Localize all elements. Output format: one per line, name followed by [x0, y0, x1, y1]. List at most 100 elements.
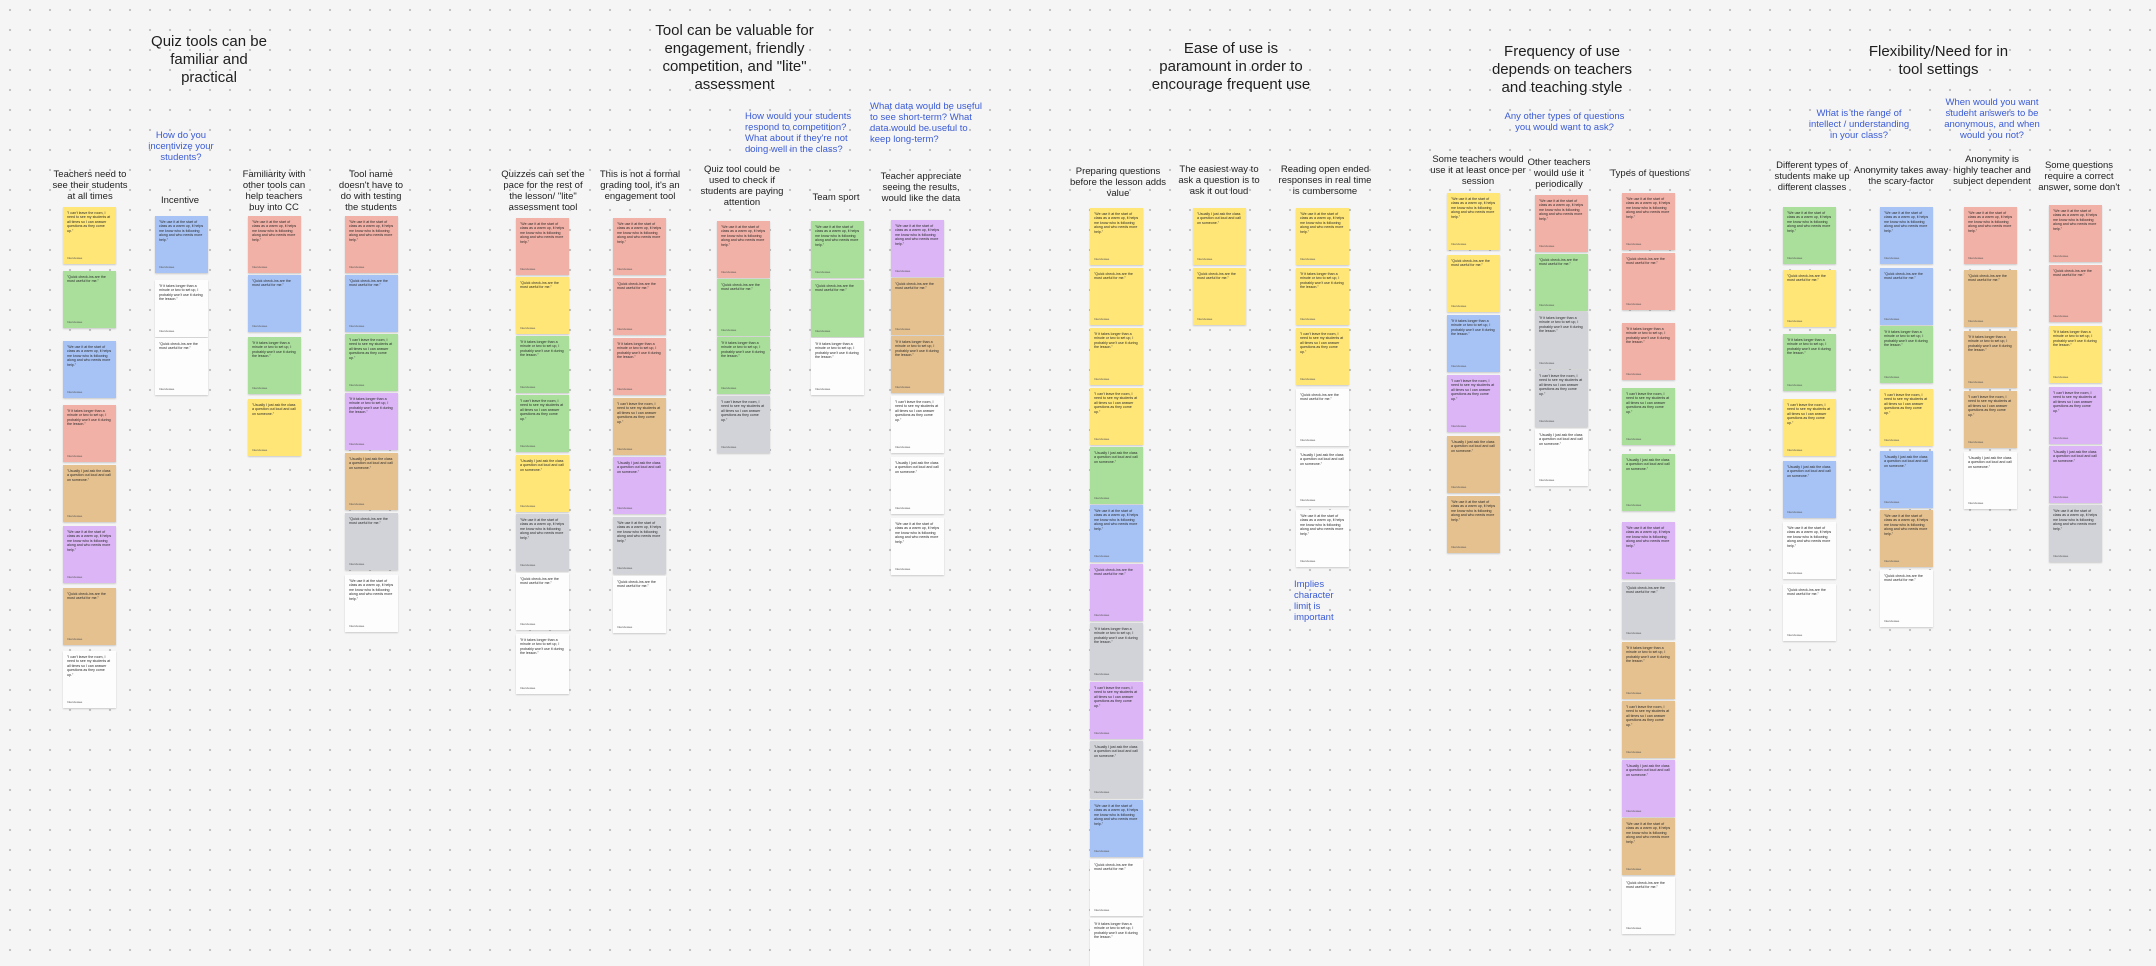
- sticky-note[interactable]: "I can't leave the room, I need to see m…: [345, 334, 398, 391]
- sticky-note[interactable]: "If it takes longer than a minute or two…: [1090, 623, 1143, 680]
- sticky-note[interactable]: "We use it at the start of class as a wa…: [1622, 818, 1675, 875]
- sticky-note[interactable]: "Quick check-ins are the most useful for…: [1622, 877, 1675, 934]
- sticky-note[interactable]: "I can't leave the room, I need to see m…: [63, 207, 116, 264]
- sticky-note[interactable]: "We use it at the start of class as a wa…: [1447, 496, 1500, 553]
- sticky-note[interactable]: "I can't leave the room, I need to see m…: [1783, 399, 1836, 456]
- sticky-note[interactable]: "We use it at the start of class as a wa…: [1090, 208, 1143, 265]
- sticky-note[interactable]: "If it takes longer than a minute or two…: [248, 337, 301, 394]
- sticky-note[interactable]: "If it takes longer than a minute or two…: [1296, 268, 1349, 325]
- sticky-note[interactable]: "We use it at the start of class as a wa…: [516, 218, 569, 275]
- sticky-note[interactable]: "We use it at the start of class as a wa…: [345, 575, 398, 632]
- sticky-note[interactable]: "We use it at the start of class as a wa…: [1964, 207, 2017, 264]
- sticky-note[interactable]: "Quick check-ins are the most useful for…: [1535, 254, 1588, 311]
- sticky-note[interactable]: "If it takes longer than a minute or two…: [1880, 326, 1933, 383]
- sticky-note[interactable]: "We use it at the start of class as a wa…: [248, 216, 301, 273]
- sticky-note[interactable]: "Usually I just ask the class a question…: [1622, 454, 1675, 511]
- sticky-note[interactable]: "Usually I just ask the class a question…: [1090, 741, 1143, 798]
- sticky-note[interactable]: "I can't leave the room, I need to see m…: [1622, 701, 1675, 758]
- sticky-note[interactable]: "We use it at the start of class as a wa…: [1535, 195, 1588, 252]
- sticky-note[interactable]: "We use it at the start of class as a wa…: [1090, 800, 1143, 857]
- sticky-note[interactable]: "Usually I just ask the class a question…: [63, 465, 116, 522]
- sticky-note[interactable]: "We use it at the start of class as a wa…: [155, 216, 208, 273]
- sticky-note[interactable]: "If it takes longer than a minute or two…: [717, 337, 770, 394]
- sticky-note[interactable]: "I can't leave the room, I need to see m…: [63, 651, 116, 708]
- sticky-note[interactable]: "Quick check-ins are the most useful for…: [248, 275, 301, 332]
- sticky-note[interactable]: "Usually I just ask the class a question…: [1622, 760, 1675, 817]
- sticky-note[interactable]: "We use it at the start of class as a wa…: [1447, 193, 1500, 250]
- sticky-note[interactable]: "I can't leave the room, I need to see m…: [717, 396, 770, 453]
- sticky-note[interactable]: "We use it at the start of class as a wa…: [1090, 505, 1143, 562]
- sticky-note[interactable]: "Usually I just ask the class a question…: [2049, 446, 2102, 503]
- sticky-note[interactable]: "We use it at the start of class as a wa…: [1296, 510, 1349, 567]
- sticky-note[interactable]: "We use it at the start of class as a wa…: [1622, 193, 1675, 250]
- sticky-note[interactable]: "Quick check-ins are the most useful for…: [345, 513, 398, 570]
- sticky-note[interactable]: "If it takes longer than a minute or two…: [613, 338, 666, 395]
- sticky-note[interactable]: "We use it at the start of class as a wa…: [345, 216, 398, 273]
- sticky-note[interactable]: "I can't leave the room, I need to see m…: [1535, 370, 1588, 427]
- sticky-note[interactable]: "Quick check-ins are the most useful for…: [1090, 859, 1143, 916]
- sticky-note[interactable]: "If it takes longer than a minute or two…: [1535, 312, 1588, 369]
- sticky-note[interactable]: "If it takes longer than a minute or two…: [63, 405, 116, 462]
- sticky-note[interactable]: "Usually I just ask the class a question…: [1193, 208, 1246, 265]
- sticky-note[interactable]: "We use it at the start of class as a wa…: [2049, 205, 2102, 262]
- sticky-note[interactable]: "Quick check-ins are the most useful for…: [613, 278, 666, 335]
- sticky-note[interactable]: "Quick check-ins are the most useful for…: [1964, 270, 2017, 327]
- sticky-note[interactable]: "If it takes longer than a minute or two…: [155, 280, 208, 337]
- sticky-note[interactable]: "Usually I just ask the class a question…: [1964, 452, 2017, 509]
- sticky-note[interactable]: "If it takes longer than a minute or two…: [2049, 326, 2102, 383]
- sticky-note[interactable]: "Quick check-ins are the most useful for…: [345, 275, 398, 332]
- sticky-note[interactable]: "We use it at the start of class as a wa…: [891, 220, 944, 277]
- sticky-note[interactable]: "I can't leave the room, I need to see m…: [1296, 328, 1349, 385]
- sticky-note[interactable]: "I can't leave the room, I need to see m…: [516, 395, 569, 452]
- sticky-note[interactable]: "I can't leave the room, I need to see m…: [1880, 389, 1933, 446]
- sticky-note[interactable]: "If it takes longer than a minute or two…: [891, 336, 944, 393]
- sticky-note[interactable]: "We use it at the start of class as a wa…: [1880, 207, 1933, 264]
- sticky-note[interactable]: "If it takes longer than a minute or two…: [345, 393, 398, 450]
- sticky-note[interactable]: "We use it at the start of class as a wa…: [613, 218, 666, 275]
- sticky-note[interactable]: "We use it at the start of class as a wa…: [1296, 208, 1349, 265]
- sticky-note[interactable]: "I can't leave the room, I need to see m…: [1447, 375, 1500, 432]
- sticky-note[interactable]: "Usually I just ask the class a question…: [1880, 451, 1933, 508]
- sticky-note[interactable]: "I can't leave the room, I need to see m…: [1090, 682, 1143, 739]
- sticky-note[interactable]: "We use it at the start of class as a wa…: [1783, 522, 1836, 579]
- sticky-note[interactable]: "Usually I just ask the class a question…: [1783, 461, 1836, 518]
- sticky-note[interactable]: "Usually I just ask the class a question…: [1447, 436, 1500, 493]
- sticky-note[interactable]: "Usually I just ask the class a question…: [1090, 447, 1143, 504]
- sticky-note[interactable]: "Quick check-ins are the most useful for…: [155, 338, 208, 395]
- sticky-note[interactable]: "I can't leave the room, I need to see m…: [1964, 391, 2017, 448]
- sticky-note[interactable]: "Quick check-ins are the most useful for…: [63, 271, 116, 328]
- sticky-note[interactable]: "Quick check-ins are the most useful for…: [1447, 255, 1500, 312]
- sticky-note[interactable]: "We use it at the start of class as a wa…: [717, 221, 770, 278]
- sticky-note[interactable]: "If it takes longer than a minute or two…: [1622, 323, 1675, 380]
- sticky-note[interactable]: "If it takes longer than a minute or two…: [811, 338, 864, 395]
- sticky-note[interactable]: "We use it at the start of class as a wa…: [63, 341, 116, 398]
- sticky-note[interactable]: "We use it at the start of class as a wa…: [811, 221, 864, 278]
- sticky-note[interactable]: "I can't leave the room, I need to see m…: [1622, 388, 1675, 445]
- sticky-note[interactable]: "If it takes longer than a minute or two…: [1090, 328, 1143, 385]
- sticky-note[interactable]: "Quick check-ins are the most useful for…: [1090, 268, 1143, 325]
- sticky-note[interactable]: "I can't leave the room, I need to see m…: [2049, 387, 2102, 444]
- sticky-note[interactable]: "Quick check-ins are the most useful for…: [1783, 584, 1836, 641]
- sticky-note[interactable]: "Quick check-ins are the most useful for…: [811, 280, 864, 337]
- sticky-note[interactable]: "Usually I just ask the class a question…: [516, 455, 569, 512]
- sticky-note[interactable]: "We use it at the start of class as a wa…: [516, 514, 569, 571]
- sticky-note[interactable]: "I can't leave the room, I need to see m…: [1090, 388, 1143, 445]
- sticky-note[interactable]: "Usually I just ask the class a question…: [345, 453, 398, 510]
- sticky-note[interactable]: "We use it at the start of class as a wa…: [63, 526, 116, 583]
- sticky-note[interactable]: "Usually I just ask the class a question…: [891, 457, 944, 514]
- sticky-note[interactable]: "If it takes longer than a minute or two…: [1447, 315, 1500, 372]
- sticky-note[interactable]: "Quick check-ins are the most useful for…: [1622, 582, 1675, 639]
- sticky-note[interactable]: "If it takes longer than a minute or two…: [1783, 334, 1836, 391]
- sticky-note[interactable]: "If it takes longer than a minute or two…: [516, 634, 569, 694]
- sticky-note[interactable]: "Quick check-ins are the most useful for…: [1880, 570, 1933, 627]
- sticky-note[interactable]: "Usually I just ask the class a question…: [613, 457, 666, 514]
- sticky-note[interactable]: "Quick check-ins are the most useful for…: [1090, 564, 1143, 621]
- sticky-note[interactable]: "Quick check-ins are the most useful for…: [1193, 268, 1246, 325]
- sticky-note[interactable]: "Quick check-ins are the most useful for…: [1622, 253, 1675, 310]
- sticky-note[interactable]: "We use it at the start of class as a wa…: [613, 517, 666, 574]
- sticky-note[interactable]: "If it takes longer than a minute or two…: [516, 336, 569, 393]
- sticky-note[interactable]: "If it takes longer than a minute or two…: [1090, 918, 1143, 966]
- sticky-note[interactable]: "If it takes longer than a minute or two…: [1622, 642, 1675, 699]
- sticky-note[interactable]: "Quick check-ins are the most useful for…: [1880, 268, 1933, 325]
- sticky-note[interactable]: "Quick check-ins are the most useful for…: [63, 588, 116, 645]
